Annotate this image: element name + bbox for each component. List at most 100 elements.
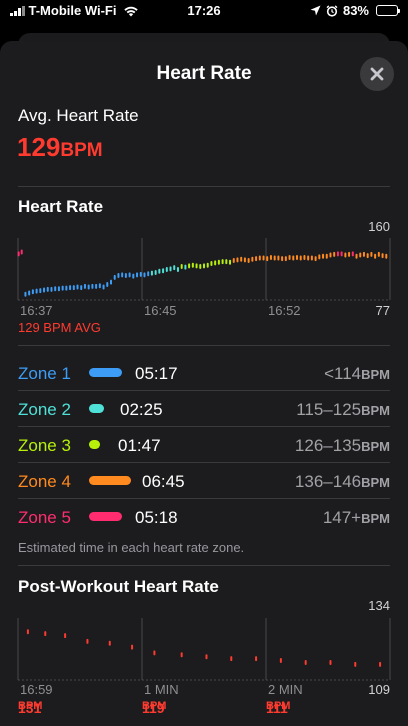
chart-point (110, 279, 112, 285)
chart-point (232, 257, 235, 263)
chart-point (91, 283, 94, 289)
chart-point (333, 251, 336, 257)
chart-point (385, 253, 388, 259)
chart-point (206, 262, 209, 268)
zone-row: Zone 4 06:45 136–146BPM (18, 463, 390, 499)
zone-duration-bar (89, 404, 104, 413)
chart-point (106, 282, 109, 288)
zone-caption: Estimated time in each heart rate zone. (18, 540, 245, 555)
divider (18, 186, 390, 187)
chart-point (28, 290, 31, 296)
chart-point (279, 658, 282, 664)
zone-range-unit: BPM (361, 511, 390, 526)
chart-point (303, 254, 306, 260)
chart-point (359, 252, 362, 258)
post-workout-number: 131 (18, 700, 42, 716)
chart-point (176, 266, 179, 272)
chart-point (173, 265, 176, 271)
chart-point (258, 255, 261, 261)
zone-name: Zone 2 (18, 400, 71, 419)
chart-point (277, 255, 280, 261)
status-left: T-Mobile Wi-Fi (10, 3, 139, 18)
chart-point (325, 253, 328, 259)
divider (18, 462, 390, 463)
chart-point (269, 254, 272, 260)
zone-time: 06:45 (142, 472, 185, 491)
chart-point (205, 654, 208, 660)
zone-name: Zone 3 (18, 436, 71, 455)
chart-point (203, 263, 205, 269)
chart-point (336, 251, 339, 257)
chart-point (80, 285, 83, 291)
y-tick-label: 160 (368, 219, 390, 234)
zone-range-unit: BPM (361, 475, 390, 490)
chart-point (26, 629, 29, 635)
chart-point (329, 659, 332, 665)
chart-point (217, 259, 220, 265)
chart-point (318, 254, 321, 260)
zone-range: 147+BPM (323, 508, 390, 528)
chart-point (381, 253, 384, 259)
chart-point (221, 259, 224, 265)
post-workout-unit: BPM (142, 700, 167, 712)
chart-point (102, 284, 105, 290)
chart-point (284, 256, 287, 262)
carrier-label: T-Mobile Wi-Fi (28, 3, 117, 18)
post-workout-unit: BPM (18, 700, 43, 712)
alarm-icon (326, 4, 338, 17)
zone-time: 05:17 (135, 364, 178, 383)
chart-point (355, 253, 358, 259)
x-tick-label: 16:52 (268, 303, 301, 318)
heart-rate-section-title: Heart Rate (18, 197, 104, 216)
avg-heart-rate-value: 129BPM (17, 132, 103, 163)
zone-range: 126–135BPM (295, 436, 390, 456)
chart-point (229, 259, 232, 265)
status-right: 83% (310, 3, 400, 18)
chart-point (165, 266, 168, 272)
chart-point (281, 256, 284, 262)
chart-point (307, 255, 310, 261)
chart-point (322, 253, 325, 259)
zone-time: 02:25 (120, 400, 163, 419)
chart-point (230, 656, 233, 662)
zone-range-value: 147+ (322, 508, 362, 527)
sheet-title: Heart Rate (156, 63, 252, 84)
chart-point (128, 272, 131, 278)
chart-point (95, 283, 98, 289)
chart-point (50, 286, 53, 292)
chart-point (351, 251, 354, 257)
chart-point (39, 288, 42, 294)
zone-range-value: 126–135 (294, 436, 362, 455)
chart-point (180, 652, 183, 658)
zone-range: 115–125BPM (296, 400, 390, 420)
chart-point (158, 268, 161, 274)
divider (18, 390, 390, 391)
chart-point (370, 251, 373, 257)
x-tick-label: 2 MIN (268, 682, 303, 697)
wifi-icon (124, 6, 139, 16)
zone-range: <114BPM (324, 364, 390, 384)
cellular-signal-icon (10, 5, 25, 16)
zone-name: Zone 4 (18, 472, 71, 491)
chart-point (113, 274, 116, 280)
heart-rate-sheet (0, 41, 408, 726)
avg-bpm-note: 129 BPM AVG (18, 320, 101, 335)
chart-point (108, 640, 111, 646)
chart-point (162, 268, 165, 274)
chart-point (24, 291, 27, 297)
chart-point (35, 288, 38, 294)
chart-point (54, 286, 57, 292)
chart-point (154, 270, 157, 276)
x-tick-label: 16:45 (144, 303, 177, 318)
chart-point (86, 638, 89, 644)
avg-heart-rate-number: 129 (17, 132, 61, 162)
chart-point (46, 286, 49, 292)
chart-point (262, 255, 265, 261)
chart-point (136, 272, 139, 278)
chart-point (83, 283, 86, 289)
close-button[interactable] (360, 57, 394, 91)
x-tick-label: 16:59 (20, 682, 53, 697)
chart-point (377, 251, 380, 257)
chart-point (143, 272, 146, 278)
zone-name: Zone 1 (18, 364, 71, 383)
